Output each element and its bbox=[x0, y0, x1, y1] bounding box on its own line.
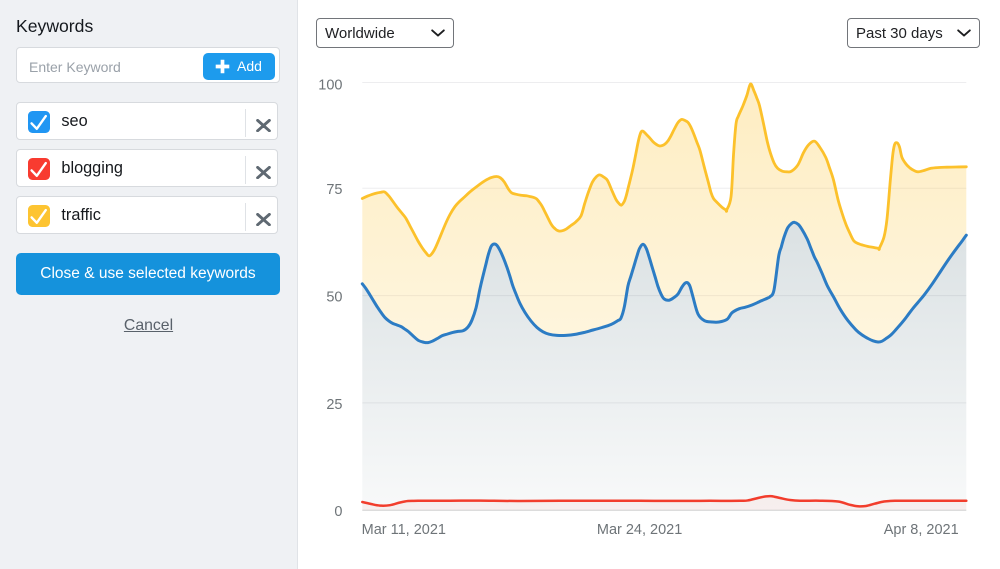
svg-text:50: 50 bbox=[326, 290, 342, 306]
svg-text:Apr 8, 2021: Apr 8, 2021 bbox=[884, 522, 959, 538]
svg-text:25: 25 bbox=[326, 397, 342, 413]
svg-text:Mar 11, 2021: Mar 11, 2021 bbox=[362, 522, 446, 538]
svg-text:Mar 24, 2021: Mar 24, 2021 bbox=[597, 522, 682, 538]
svg-text:100: 100 bbox=[318, 77, 342, 93]
svg-text:0: 0 bbox=[334, 504, 342, 520]
svg-text:75: 75 bbox=[326, 182, 342, 198]
